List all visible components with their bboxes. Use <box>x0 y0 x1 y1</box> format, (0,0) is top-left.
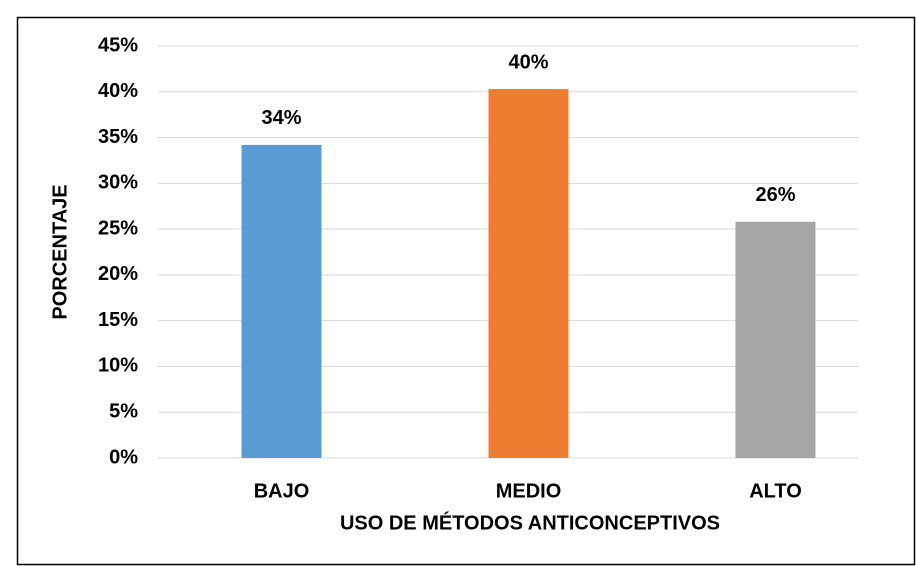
data-label: 26% <box>755 184 795 206</box>
x-axis-label: USO DE MÉTODOS ANTICONCEPTIVOS <box>340 511 720 534</box>
y-tick-label: 45% <box>98 34 138 56</box>
y-tick-label: 15% <box>98 309 138 331</box>
bar <box>488 89 569 458</box>
y-tick-label: 25% <box>98 217 138 239</box>
y-axis-label: PORCENTAJE <box>49 184 71 319</box>
data-label: 34% <box>261 107 301 129</box>
y-tick-label: 40% <box>98 80 138 102</box>
data-label: 40% <box>508 51 548 73</box>
x-tick-label: MEDIO <box>496 480 562 502</box>
y-tick-label: 35% <box>98 126 138 148</box>
y-tick-label: 20% <box>98 263 138 285</box>
y-tick-label: 0% <box>109 446 138 468</box>
y-tick-label: 30% <box>98 172 138 194</box>
x-tick-label: ALTO <box>749 480 802 502</box>
y-tick-label: 5% <box>109 401 138 423</box>
bar <box>241 144 322 458</box>
bar <box>735 221 816 458</box>
x-tick-label: BAJO <box>254 480 310 502</box>
y-tick-label: 10% <box>98 355 138 377</box>
